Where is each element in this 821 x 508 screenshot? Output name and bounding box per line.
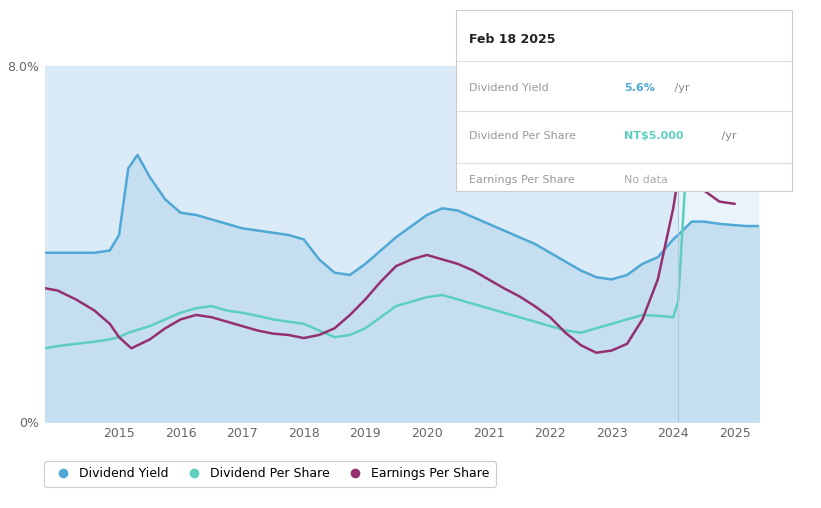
Text: NT$5.000: NT$5.000 bbox=[624, 132, 683, 141]
Text: Dividend Per Share: Dividend Per Share bbox=[469, 132, 576, 141]
Text: 5.6%: 5.6% bbox=[624, 83, 655, 92]
Text: Past: Past bbox=[689, 86, 713, 99]
Text: No data: No data bbox=[624, 175, 667, 185]
Bar bbox=[678, 66, 759, 422]
Text: Earnings Per Share: Earnings Per Share bbox=[469, 175, 575, 185]
Text: Feb 18 2025: Feb 18 2025 bbox=[469, 33, 556, 46]
Legend: Dividend Yield, Dividend Per Share, Earnings Per Share: Dividend Yield, Dividend Per Share, Earn… bbox=[44, 461, 496, 487]
Text: Dividend Yield: Dividend Yield bbox=[469, 83, 549, 92]
Text: /yr: /yr bbox=[718, 132, 736, 141]
Text: /yr: /yr bbox=[671, 83, 690, 92]
